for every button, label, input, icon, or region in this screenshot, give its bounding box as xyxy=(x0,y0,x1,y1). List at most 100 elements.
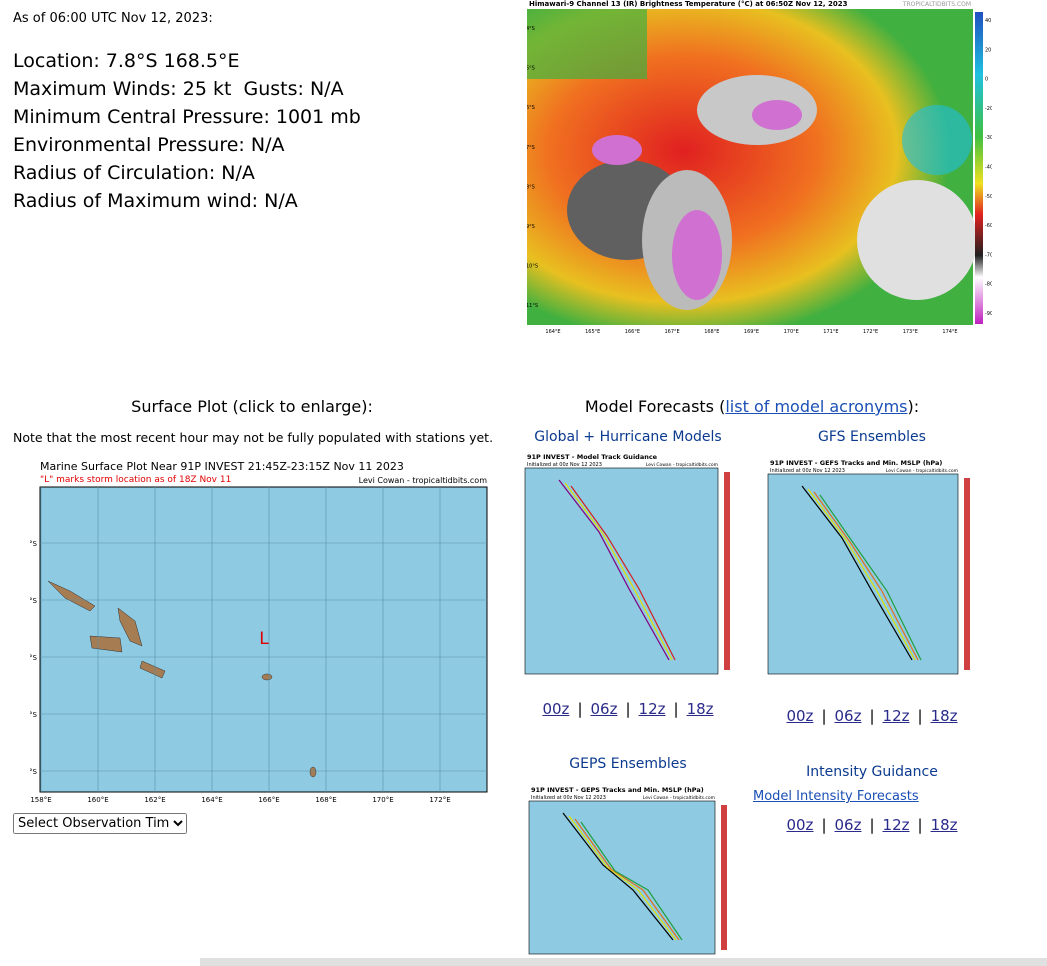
lat-label: 8°S xyxy=(30,597,38,605)
acronyms-link[interactable]: list of model acronyms xyxy=(725,397,908,416)
separator: | xyxy=(869,707,875,725)
lon-label: 164°E xyxy=(545,329,560,335)
lon-label: 166°E xyxy=(625,329,640,335)
field-patch xyxy=(527,9,647,79)
lon-label: 168°E xyxy=(315,796,336,804)
panel-heading: GFS Ensembles xyxy=(818,429,926,445)
observation-select[interactable]: Select Observation Time... xyxy=(13,813,187,834)
image-credit: Levi Cowan - tropicaltidbits.com xyxy=(886,468,958,474)
satellite-title: Himawari-9 Channel 13 (IR) Brightness Te… xyxy=(529,0,848,8)
run-link[interactable]: 18z xyxy=(930,707,958,725)
lon-label: 160°E xyxy=(87,796,108,804)
image-title: 91P INVEST - GEPS Tracks and Min. MSLP (… xyxy=(531,786,704,794)
track xyxy=(819,494,922,661)
image-subtitle: Initialized at 00z Nov 12 2023 xyxy=(770,468,845,474)
separator: | xyxy=(673,700,679,718)
intensity-link[interactable]: Model Intensity Forecasts xyxy=(753,789,919,804)
model-image: 91P INVEST - GEPS Tracks and Min. MSLP (… xyxy=(528,786,727,955)
lon-label: 170°E xyxy=(372,796,393,804)
info-line: Minimum Central Pressure: 1001 mb xyxy=(13,106,361,128)
separator: | xyxy=(917,816,923,834)
lon-label: 158°E xyxy=(30,796,51,804)
map-area xyxy=(767,473,959,675)
run-link[interactable]: 00z xyxy=(786,816,814,834)
satellite-site: TROPICALTIDBITS.COM xyxy=(902,1,971,8)
run-link[interactable]: 00z xyxy=(542,700,570,718)
track xyxy=(807,488,916,661)
scale-label: -90 xyxy=(985,311,992,317)
image-subtitle: Initialized at 00z Nov 12 2023 xyxy=(527,462,602,468)
track xyxy=(574,818,680,941)
model-image: 91P INVEST - GEFS Tracks and Min. MSLP (… xyxy=(767,459,970,675)
lat-label: 9°S xyxy=(527,224,535,230)
lon-label: 171°E xyxy=(823,329,838,335)
intensity-links: 00z | 06z | 12z | 18z xyxy=(786,816,957,834)
separator: | xyxy=(917,707,923,725)
image-title: 91P INVEST - Model Track Guidance xyxy=(527,453,658,461)
track xyxy=(813,491,919,661)
run-links: 00z | 06z | 12z | 18z xyxy=(542,700,713,718)
colorbar xyxy=(724,472,730,670)
surface-credit: Levi Cowan - tropicaltidbits.com xyxy=(359,476,488,485)
cloud xyxy=(592,135,642,165)
satellite-image[interactable]: Himawari-9 Channel 13 (IR) Brightness Te… xyxy=(527,0,992,340)
island xyxy=(117,607,143,647)
model-heading: Model Forecasts (list of model acronyms)… xyxy=(585,397,919,416)
track xyxy=(568,815,677,941)
scale-label: -30 xyxy=(985,135,992,141)
island xyxy=(309,766,317,778)
lon-label: 172°E xyxy=(429,796,450,804)
colorbar xyxy=(721,805,727,950)
scale-label: -50 xyxy=(985,194,992,200)
scale-label: 20 xyxy=(985,47,991,53)
lon-label: 165°E xyxy=(585,329,600,335)
lat-label: 8°S xyxy=(527,184,535,190)
track xyxy=(801,485,913,661)
lat-label: 6°S xyxy=(30,540,38,548)
separator: | xyxy=(821,816,827,834)
run-link[interactable]: 00z xyxy=(786,707,814,725)
lon-label: 164°E xyxy=(201,796,222,804)
lon-label: 172°E xyxy=(863,329,878,335)
run-link[interactable]: 18z xyxy=(686,700,714,718)
lon-label: 174°E xyxy=(942,329,957,335)
lon-label: 168°E xyxy=(704,329,719,335)
track xyxy=(558,479,670,661)
scale-label: 40 xyxy=(985,18,991,24)
grid xyxy=(40,487,487,792)
scale-label: -40 xyxy=(985,165,992,171)
lon-label: 173°E xyxy=(903,329,918,335)
cloud xyxy=(902,105,972,175)
run-link[interactable]: 12z xyxy=(882,707,910,725)
lat-label: 11°S xyxy=(527,303,538,309)
cloud xyxy=(752,100,802,130)
run-link[interactable]: 06z xyxy=(834,816,862,834)
panel-heading: Global + Hurricane Models xyxy=(534,429,722,445)
image-credit: Levi Cowan - tropicaltidbits.com xyxy=(646,462,718,468)
lat-label: 10°S xyxy=(30,654,38,662)
run-link[interactable]: 12z xyxy=(882,816,910,834)
run-link[interactable]: 12z xyxy=(638,700,666,718)
run-link[interactable]: 18z xyxy=(930,816,958,834)
map-area xyxy=(524,467,719,675)
timestamp: As of 06:00 UTC Nov 12, 2023: xyxy=(13,11,213,26)
scale-label: 0 xyxy=(985,77,988,83)
colorbar xyxy=(964,478,970,670)
lon-label: 166°E xyxy=(258,796,279,804)
lat-label: 6°S xyxy=(527,105,535,111)
run-link[interactable]: 06z xyxy=(590,700,618,718)
panel-heading: GEPS Ensembles xyxy=(569,756,687,772)
cloud xyxy=(857,180,977,300)
scale-label: -70 xyxy=(985,252,992,258)
image-title: 91P INVEST - GEFS Tracks and Min. MSLP (… xyxy=(770,459,942,467)
surface-plot[interactable]: Marine Surface Plot Near 91P INVEST 21:4… xyxy=(30,456,492,808)
info-line: Radius of Maximum wind: N/A xyxy=(13,190,298,212)
scale-label: -20 xyxy=(985,106,992,112)
info-line: Maximum Winds: 25 kt Gusts: N/A xyxy=(13,78,344,100)
image-credit: Levi Cowan - tropicaltidbits.com xyxy=(643,795,715,801)
lon-label: 169°E xyxy=(744,329,759,335)
lon-label: 162°E xyxy=(144,796,165,804)
run-link[interactable]: 06z xyxy=(834,707,862,725)
